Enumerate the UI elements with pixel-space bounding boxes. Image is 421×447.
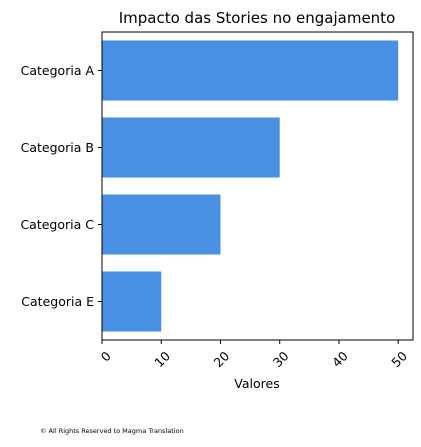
copyright-notice: © All Rights Reserved to Magma Translati…: [40, 427, 184, 435]
bar: [102, 194, 221, 255]
category-label: Categoria A: [21, 63, 95, 78]
category-label: Categoria E: [21, 294, 94, 309]
bar: [102, 271, 162, 332]
x-axis-label: Valores: [234, 376, 279, 391]
bar: [102, 40, 399, 101]
chart-title: Impacto das Stories no engajamento: [119, 9, 396, 27]
bars: [102, 40, 399, 332]
x-tick-label: 50: [388, 348, 410, 370]
category-label: Categoria B: [21, 140, 94, 155]
category-label: Categoria C: [20, 217, 94, 232]
bar: [102, 117, 280, 178]
category-labels: Categoria A Categoria B Categoria C Categor…: [20, 63, 102, 309]
x-tick-label: 30: [270, 348, 292, 370]
x-tick-label: 0: [98, 348, 114, 364]
plot-frame: [101, 31, 414, 341]
x-tick-label: 40: [329, 348, 351, 370]
x-tick-label: 20: [211, 348, 233, 370]
x-ticks: 0 10 20 30 40 50: [98, 340, 410, 370]
x-tick-label: 10: [151, 348, 173, 370]
